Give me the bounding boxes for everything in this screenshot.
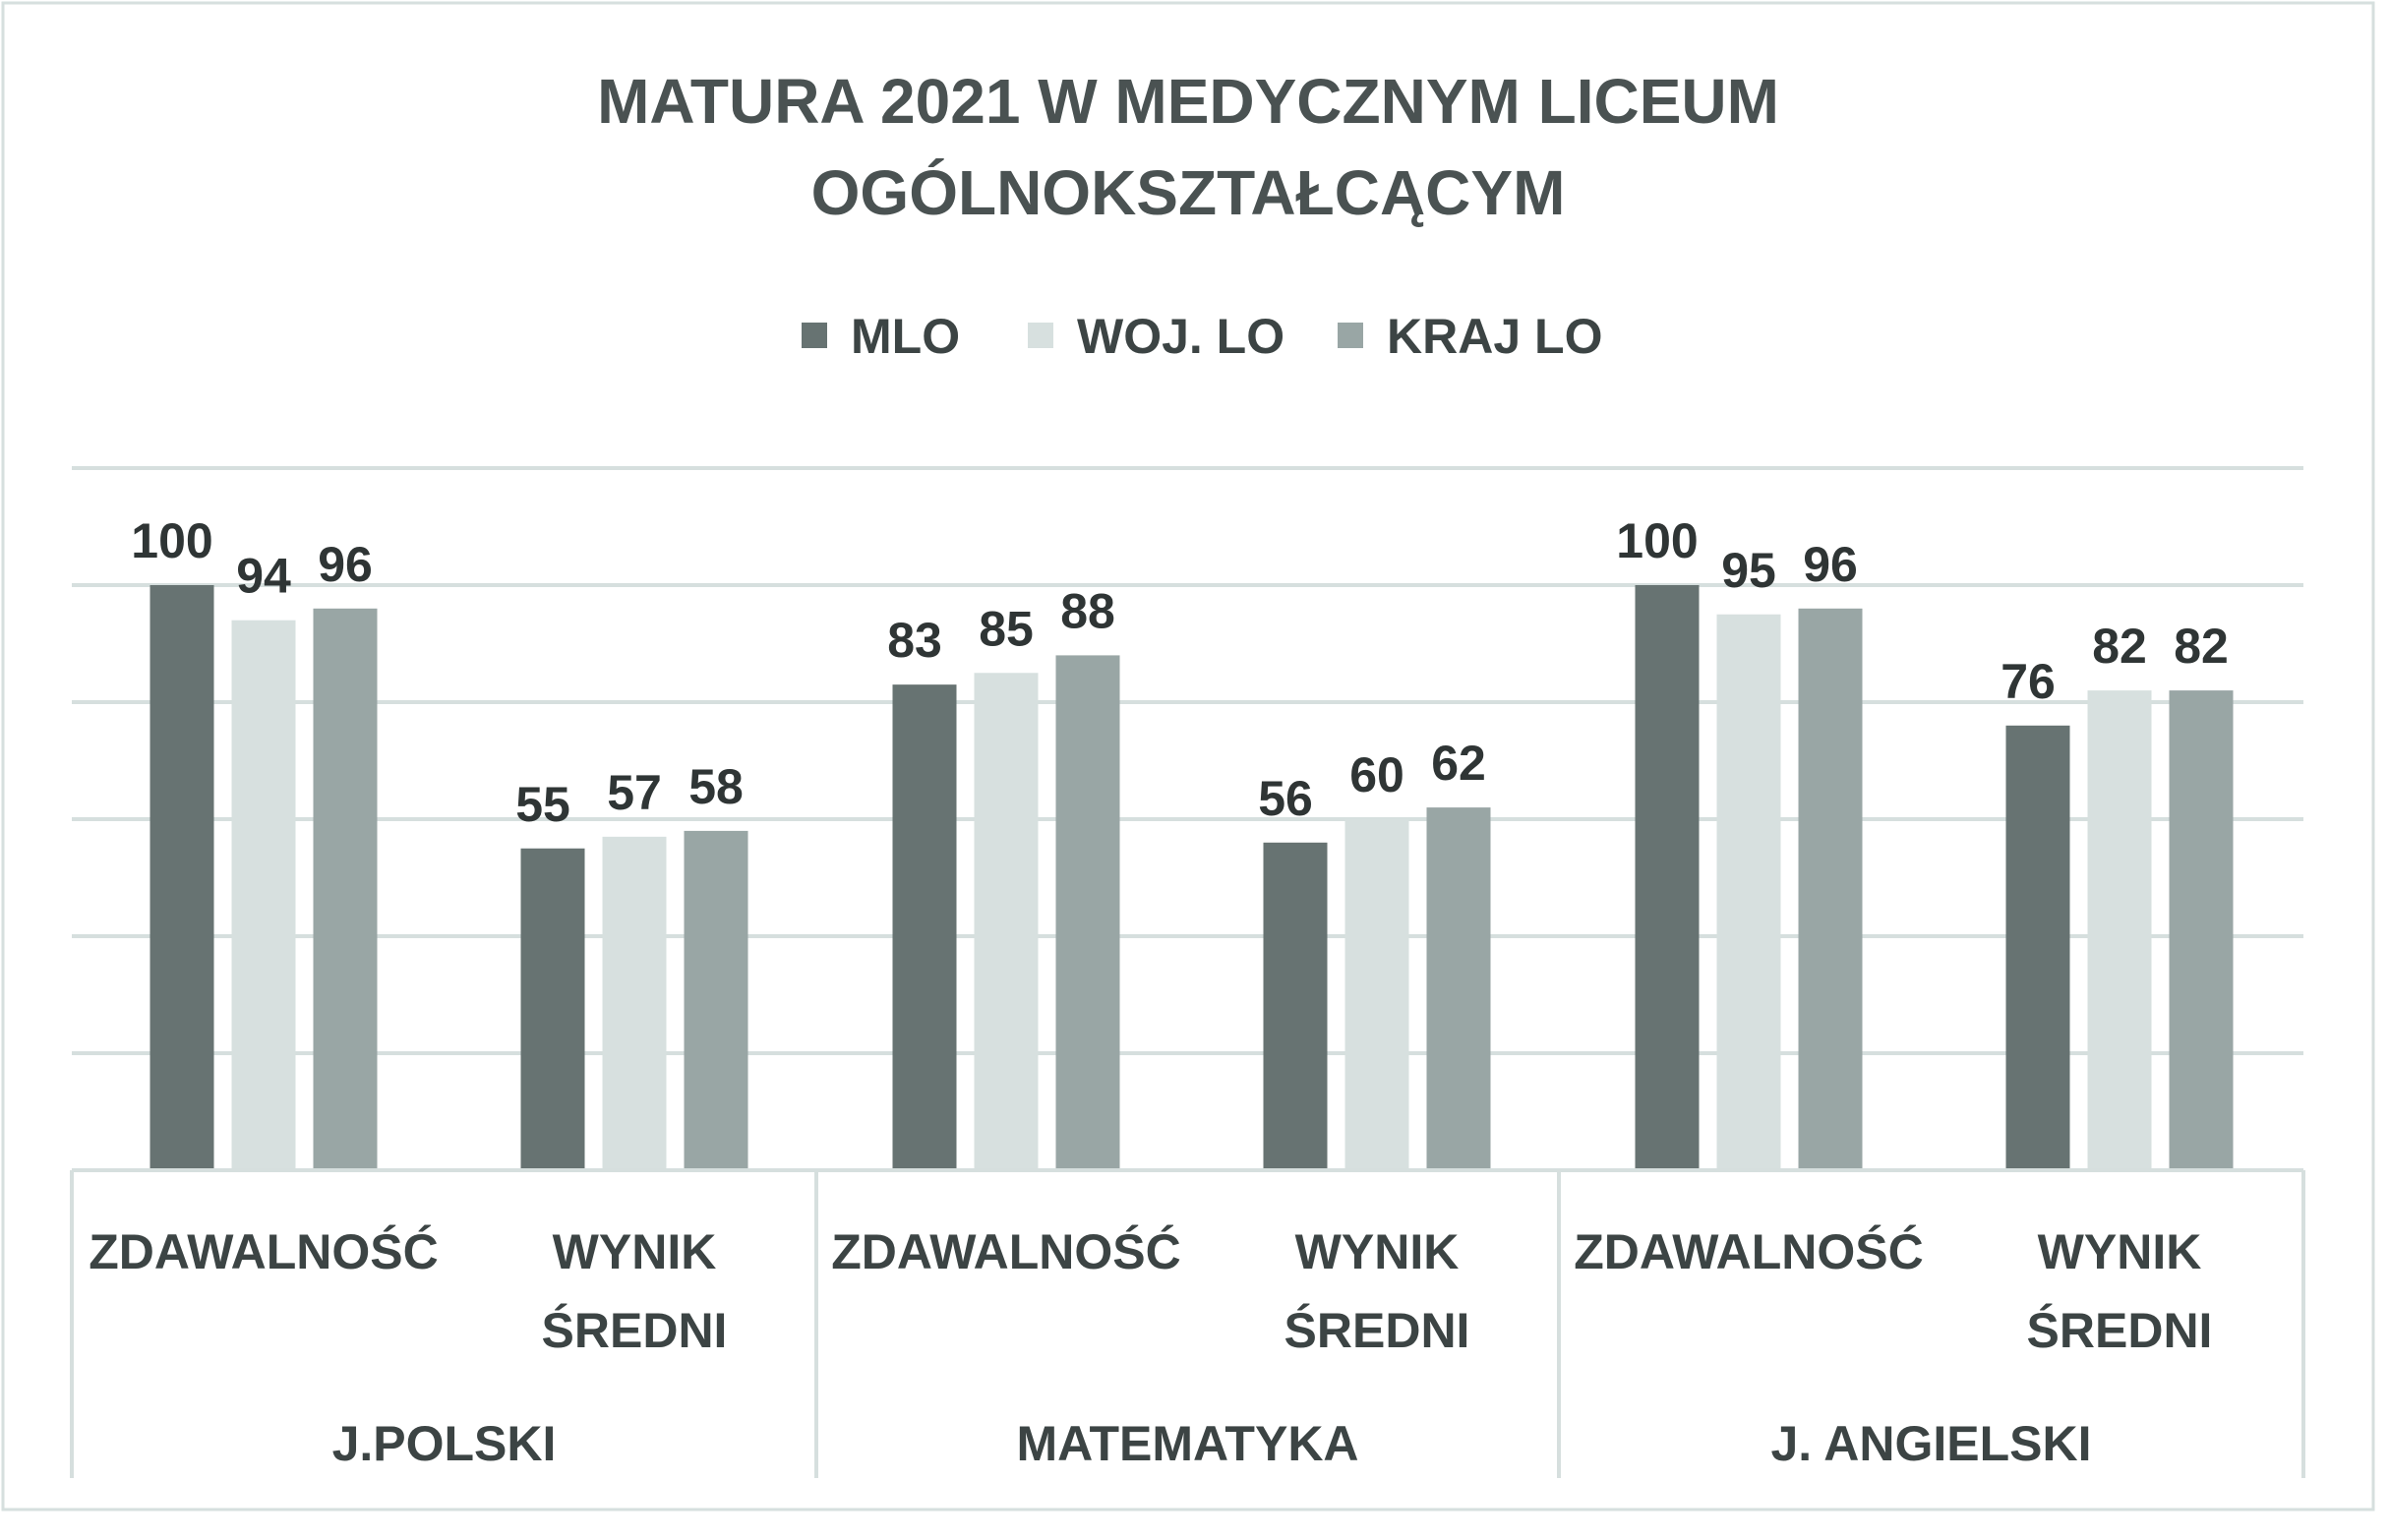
data-label-kraj-lo: 82: [2174, 619, 2229, 674]
group-label: J. ANGIELSKI: [1771, 1416, 2092, 1471]
chart-frame: [1, 1, 2375, 1511]
legend-swatch-kraj-lo: [1338, 323, 1363, 348]
bar-woj-lo: [2087, 690, 2152, 1170]
legend-label-woj-lo: WOJ. LO: [1077, 309, 1284, 364]
bar-mlo: [2005, 725, 2070, 1170]
bars: [149, 585, 2234, 1170]
bar-mlo: [149, 585, 214, 1170]
data-label-kraj-lo: 88: [1060, 583, 1115, 638]
bar-mlo: [520, 848, 585, 1170]
category-label: ZDAWALNOŚĆ: [831, 1224, 1181, 1279]
data-label-woj-lo: 57: [607, 765, 662, 820]
data-label-kraj-lo: 96: [318, 537, 373, 592]
category-label: ŚREDNI: [1284, 1303, 1470, 1358]
data-labels: 100 94 96 55 57 58 83 85 88 56 60 62 100 95 96 76 82 82: [131, 513, 2229, 832]
legend-label-mlo: MLO: [851, 309, 960, 364]
data-label-kraj-lo: 58: [688, 759, 744, 814]
bar-woj-lo: [602, 836, 667, 1170]
legend-swatch-woj-lo: [1028, 323, 1053, 348]
group-label: MATEMATYKA: [1016, 1416, 1358, 1471]
bar-woj-lo: [231, 620, 296, 1170]
legend-swatch-mlo: [802, 323, 827, 348]
category-label: ŚREDNI: [542, 1303, 728, 1358]
data-label-woj-lo: 82: [2092, 619, 2147, 674]
data-label-mlo: 100: [1616, 513, 1698, 568]
data-label-mlo: 56: [1258, 771, 1313, 826]
bar-mlo: [892, 684, 957, 1170]
bar-kraj-lo: [1798, 608, 1863, 1170]
bar-mlo: [1635, 585, 1700, 1170]
data-label-mlo: 100: [131, 513, 212, 568]
category-axis: ZDAWALNOŚĆ WYNIK ŚREDNI ZDAWALNOŚĆ WYNIK ŚRED…: [70, 1168, 2305, 1478]
bar-mlo: [1263, 842, 1328, 1170]
bar-kraj-lo: [313, 608, 378, 1170]
bar-kraj-lo: [1426, 807, 1491, 1170]
data-label-woj-lo: 60: [1349, 747, 1404, 802]
category-label: WYNIK: [553, 1224, 717, 1279]
bar-woj-lo: [974, 673, 1039, 1170]
bar-woj-lo: [1716, 614, 1781, 1170]
data-label-woj-lo: 94: [236, 549, 291, 604]
bar-kraj-lo: [684, 830, 748, 1170]
data-label-kraj-lo: 96: [1803, 537, 1858, 592]
category-label: ZDAWALNOŚĆ: [1574, 1224, 1924, 1279]
data-label-mlo: 76: [2001, 654, 2056, 709]
category-label: WYNIK: [2038, 1224, 2202, 1279]
bar-woj-lo: [1344, 819, 1409, 1170]
chart-title-line-2: OGÓLNOKSZTAŁCĄCYM: [811, 157, 1566, 228]
group-label: J.POLSKI: [332, 1416, 557, 1471]
data-label-mlo: 55: [515, 777, 570, 832]
data-label-mlo: 83: [887, 613, 942, 668]
bar-kraj-lo: [2169, 690, 2234, 1170]
category-label: WYNIK: [1295, 1224, 1460, 1279]
category-label: ŚREDNI: [2027, 1303, 2213, 1358]
bar-kraj-lo: [1055, 655, 1120, 1170]
category-label: ZDAWALNOŚĆ: [89, 1224, 439, 1279]
data-label-woj-lo: 85: [979, 601, 1034, 656]
legend-label-kraj-lo: KRAJ LO: [1387, 309, 1602, 364]
chart-title-line-1: MATURA 2021 W MEDYCZNYM LICEUM: [597, 66, 1779, 137]
data-label-woj-lo: 95: [1721, 543, 1776, 598]
legend: MLO WOJ. LO KRAJ LO: [802, 309, 1602, 364]
data-label-kraj-lo: 62: [1431, 736, 1486, 791]
gridlines: [72, 466, 2303, 1055]
